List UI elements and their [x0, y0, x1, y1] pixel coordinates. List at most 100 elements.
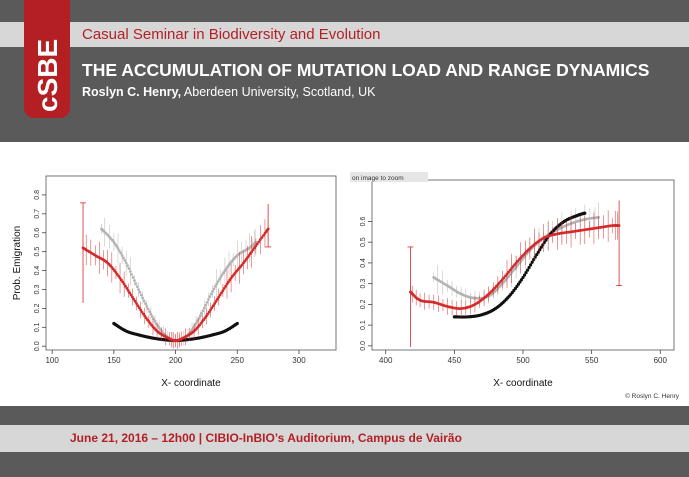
data-point	[222, 271, 225, 275]
series-red	[80, 202, 272, 349]
data-point	[131, 276, 135, 279]
data-point	[194, 321, 198, 325]
series-red	[407, 200, 623, 347]
y-tick-label: 0.4	[360, 258, 367, 268]
data-point	[226, 280, 230, 284]
seminar-band	[0, 22, 689, 47]
data-point	[517, 261, 521, 265]
data-point	[255, 242, 259, 246]
data-point	[136, 304, 140, 308]
data-point	[133, 279, 136, 282]
chart-right: on image to zoom 400 450 500 550 600 0.0 0.1 0.2…	[350, 172, 675, 389]
data-point	[218, 277, 221, 281]
data-point	[539, 245, 543, 249]
data-point	[137, 288, 140, 291]
x-tick-label: 200	[169, 356, 183, 365]
data-point	[121, 280, 125, 284]
data-point	[257, 240, 261, 244]
data-point	[130, 295, 134, 299]
data-point	[138, 290, 142, 294]
data-point	[132, 297, 136, 301]
data-point	[235, 321, 239, 326]
data-point	[508, 273, 512, 277]
csbe-logo: cSBE	[24, 0, 70, 118]
data-point	[516, 263, 520, 267]
data-point	[124, 284, 127, 288]
y-axis-label: Prob. Emigration	[12, 226, 23, 300]
data-point	[153, 319, 157, 323]
data-point	[219, 275, 223, 279]
data-point	[214, 299, 218, 303]
data-point	[524, 271, 528, 275]
data-point	[149, 312, 153, 316]
zoom-hint-text: on image to zoom	[352, 175, 404, 182]
data-point	[112, 240, 116, 244]
x-tick-label: 150	[107, 356, 121, 365]
data-point	[209, 308, 212, 312]
data-point	[142, 299, 146, 303]
data-point	[145, 304, 149, 308]
date-band	[0, 425, 689, 452]
data-point	[150, 315, 154, 318]
data-point	[521, 275, 525, 280]
x-tick-label: 500	[516, 356, 530, 365]
author-affiliation: Aberdeen University, Scotland, UK	[183, 85, 376, 99]
x-axis-label: X- coordinate	[161, 378, 221, 389]
data-point	[201, 309, 205, 313]
y-tick-label: 0.3	[360, 279, 367, 289]
data-point	[221, 289, 225, 292]
x-tick-label: 100	[45, 356, 59, 365]
data-point	[204, 303, 208, 307]
data-point	[260, 236, 264, 239]
image-credit: © Roslyn C. Henry	[625, 393, 679, 400]
series-black	[452, 211, 587, 319]
plot-frame	[371, 179, 675, 351]
data-point	[128, 291, 132, 295]
data-point	[126, 264, 129, 268]
data-point	[212, 287, 216, 291]
data-point	[205, 300, 209, 304]
x-tick-label: 450	[448, 356, 462, 365]
data-point	[148, 310, 151, 313]
data-point	[525, 268, 530, 272]
data-point	[254, 244, 258, 248]
data-point	[207, 310, 211, 314]
data-point	[223, 269, 227, 272]
data-point	[124, 261, 128, 265]
data-point	[130, 273, 134, 276]
data-point	[213, 302, 217, 305]
data-point	[146, 307, 150, 311]
data-point	[109, 237, 113, 240]
author-name: Roslyn C. Henry,	[82, 85, 182, 99]
data-point	[122, 256, 125, 260]
data-point	[225, 282, 229, 286]
event-date-location: June 21, 2016 – 12h00 | CIBIO-InBIO’s Au…	[70, 431, 462, 445]
y-tick-label: 0.0	[360, 341, 367, 351]
x-tick-label: 250	[231, 356, 245, 365]
x-tick-label: 300	[292, 356, 306, 365]
y-tick-label: 0.5	[34, 247, 41, 257]
y-tick-label: 0.7	[34, 209, 41, 219]
data-point	[508, 268, 512, 272]
y-tick-label: 0.6	[34, 228, 41, 238]
data-point	[129, 293, 133, 297]
data-point	[522, 273, 527, 277]
data-point	[224, 284, 228, 288]
data-point	[118, 276, 122, 280]
data-point	[220, 291, 223, 295]
data-point	[209, 292, 213, 296]
data-point	[116, 246, 120, 250]
talk-title: THE ACCUMULATION OF MUTATION LOAD AND RA…	[82, 60, 650, 80]
x-tick-label: 400	[379, 356, 393, 365]
data-point	[115, 244, 119, 248]
data-point	[139, 308, 143, 312]
data-point	[529, 263, 533, 267]
data-point	[215, 282, 219, 286]
data-point	[507, 275, 510, 278]
data-point	[218, 293, 222, 297]
data-point	[206, 312, 210, 316]
data-point	[207, 298, 210, 301]
x-tick-label: 550	[585, 356, 599, 365]
data-point	[262, 233, 265, 237]
y-tick-label: 0.0	[34, 341, 41, 351]
